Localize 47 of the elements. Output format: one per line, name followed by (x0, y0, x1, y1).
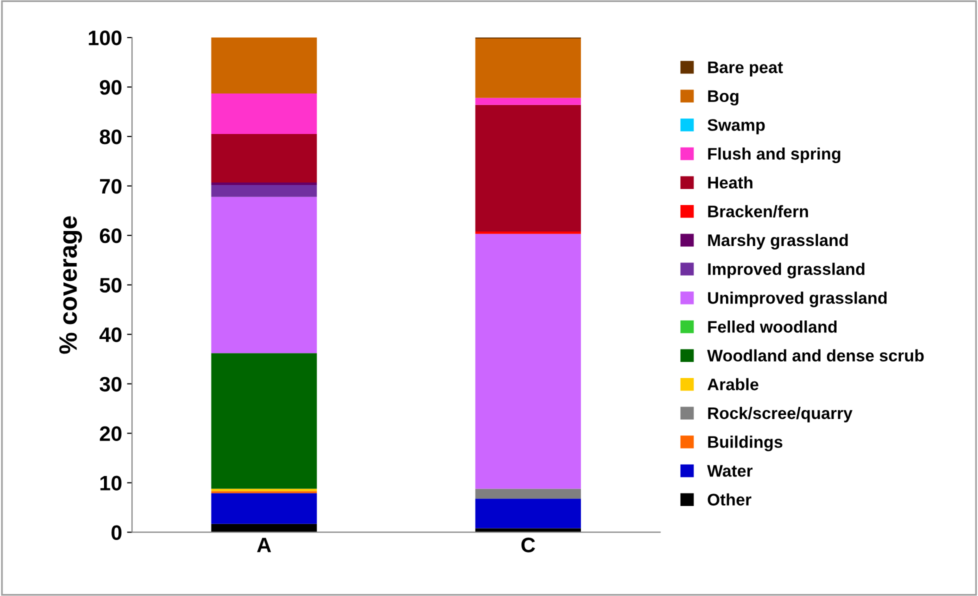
legend-label: Arable (708, 378, 758, 390)
legend-label: Felled woodland (708, 320, 837, 333)
x-tick-label: C (521, 538, 536, 552)
bar (211, 524, 317, 532)
y-tick-label: 40 (99, 327, 122, 342)
legend-label: Buildings (708, 436, 782, 452)
legend-label: Heath (708, 176, 752, 189)
legend-label: Marshy grassland (708, 234, 848, 250)
legend-label: Bare peat (708, 62, 783, 77)
legend-label: Bracken/fern (708, 205, 808, 218)
x-tick-label: A (257, 538, 272, 552)
bar (211, 134, 317, 182)
bar (211, 353, 317, 489)
y-tick-label: 100 (88, 30, 122, 46)
bar (211, 184, 317, 197)
legend-label: Swamp (708, 119, 765, 134)
y-axis-title: % coverage (59, 216, 82, 354)
y-tick-label: 50 (100, 278, 122, 293)
bar (475, 498, 581, 528)
bar (211, 93, 317, 134)
y-tick-label: 0 (112, 525, 122, 540)
y-tick-label: 30 (100, 376, 122, 392)
legend-label: Improved grassland (708, 262, 864, 278)
bar (475, 488, 581, 499)
y-tick-label: 10 (100, 476, 122, 491)
legend-label: Other (708, 493, 752, 506)
y-tick-label: 20 (100, 426, 122, 442)
y-tick-label: 60 (100, 228, 122, 244)
bar (475, 234, 581, 489)
legend-label: Rock/scree/quarry (708, 406, 852, 422)
legend-label: Woodland and dense scrub (707, 349, 924, 362)
legend-label: Flush and spring (708, 147, 840, 164)
y-tick-label: 90 (100, 80, 122, 95)
legend-label: Bog (708, 90, 738, 106)
y-tick-label: 70 (100, 178, 122, 194)
bar (475, 104, 581, 232)
bar (211, 38, 317, 94)
bar (475, 231, 581, 234)
bar (475, 38, 581, 98)
bar (475, 98, 581, 105)
bar (211, 488, 317, 492)
legend-label: Water (707, 465, 753, 477)
bar (211, 182, 317, 185)
y-tick-label: 80 (100, 129, 122, 144)
legend-label: Unimproved grassland (708, 292, 887, 308)
bar (211, 196, 317, 354)
bar (211, 493, 317, 524)
